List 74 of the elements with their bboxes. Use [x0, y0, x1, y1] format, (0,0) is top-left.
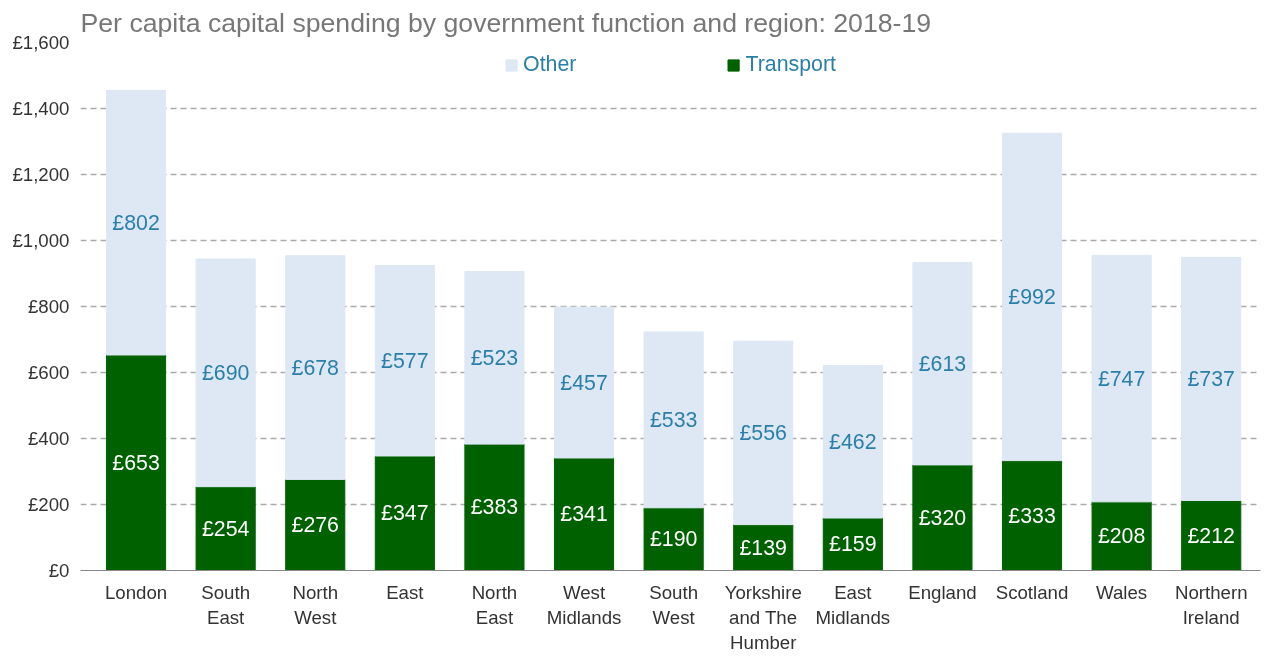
data-label: £523 — [470, 345, 519, 370]
bar — [285, 478, 346, 571]
bar — [374, 455, 435, 571]
bar — [1181, 500, 1242, 571]
data-label: £341 — [560, 502, 608, 527]
data-label: £139 — [739, 535, 787, 560]
data-label: £462 — [829, 429, 877, 454]
data-label: £802 — [112, 210, 160, 235]
bar — [464, 443, 525, 571]
data-label: £347 — [381, 501, 429, 526]
bar — [912, 464, 973, 571]
bar — [912, 262, 973, 466]
bar — [195, 258, 256, 488]
data-label: £457 — [560, 370, 608, 395]
x-tick-label: Wales — [1096, 581, 1148, 603]
data-label: £556 — [739, 420, 787, 445]
data-label: £653 — [112, 450, 160, 475]
y-tick-label: £1,400 — [12, 98, 70, 119]
data-label: £533 — [649, 407, 698, 432]
x-tick-label: South East — [201, 581, 251, 628]
y-tick-label: £400 — [28, 428, 70, 449]
data-label: £747 — [1097, 366, 1146, 391]
data-label: £159 — [829, 532, 877, 557]
bar — [464, 271, 525, 445]
bar — [374, 265, 435, 457]
data-label: £690 — [201, 360, 250, 385]
legend-label: Transport — [745, 52, 836, 77]
x-tick-label: Northern Ireland — [1174, 581, 1248, 628]
bar — [195, 486, 256, 571]
y-tick-label: £1,200 — [12, 164, 70, 185]
data-label: £333 — [1008, 503, 1056, 528]
y-tick-label: £1,600 — [12, 32, 70, 53]
data-label: £212 — [1187, 523, 1235, 548]
bar — [553, 306, 615, 459]
data-label: £254 — [201, 516, 250, 541]
bar — [1001, 460, 1063, 571]
legend-label: Other — [523, 52, 577, 77]
x-tick-label: North West — [292, 581, 339, 628]
x-tick-label: East — [386, 581, 425, 603]
x-tick-label: Yorkshire and The Humber — [724, 581, 802, 653]
y-tick-label: £600 — [28, 362, 70, 383]
x-tick-label: North East — [471, 581, 518, 628]
y-tick-label: £1,000 — [12, 230, 70, 251]
bar — [822, 365, 883, 519]
bar — [643, 507, 704, 571]
x-tick-label: East Midlands — [815, 581, 891, 628]
bar — [105, 89, 167, 356]
data-label: £208 — [1097, 524, 1146, 549]
bar — [105, 354, 167, 571]
bar — [553, 457, 615, 571]
x-tick-label: England — [908, 581, 977, 603]
y-tick-label: £0 — [48, 560, 70, 581]
x-tick-label: West Midlands — [546, 581, 622, 628]
data-label: £737 — [1187, 366, 1235, 391]
x-tick-label: South West — [649, 581, 699, 628]
y-tick-label: £800 — [28, 296, 70, 317]
bar — [285, 255, 346, 480]
data-label: £992 — [1008, 284, 1056, 309]
data-label: £276 — [291, 512, 339, 537]
x-tick-label: Scotland — [995, 581, 1069, 603]
data-label: £320 — [918, 505, 967, 530]
data-label: £190 — [649, 527, 698, 552]
chart-title: Per capita capital spending by government function and region: 2018-19 — [80, 7, 932, 38]
x-tick-label: London — [104, 581, 168, 603]
bar — [643, 331, 704, 509]
bar — [1091, 254, 1152, 503]
bar — [1181, 256, 1242, 502]
bar — [1001, 132, 1063, 462]
data-label: £678 — [291, 355, 339, 380]
bar — [733, 340, 794, 526]
data-label: £577 — [381, 348, 429, 373]
y-tick-label: £200 — [28, 494, 70, 515]
data-label: £383 — [470, 495, 519, 520]
data-label: £613 — [918, 351, 967, 376]
